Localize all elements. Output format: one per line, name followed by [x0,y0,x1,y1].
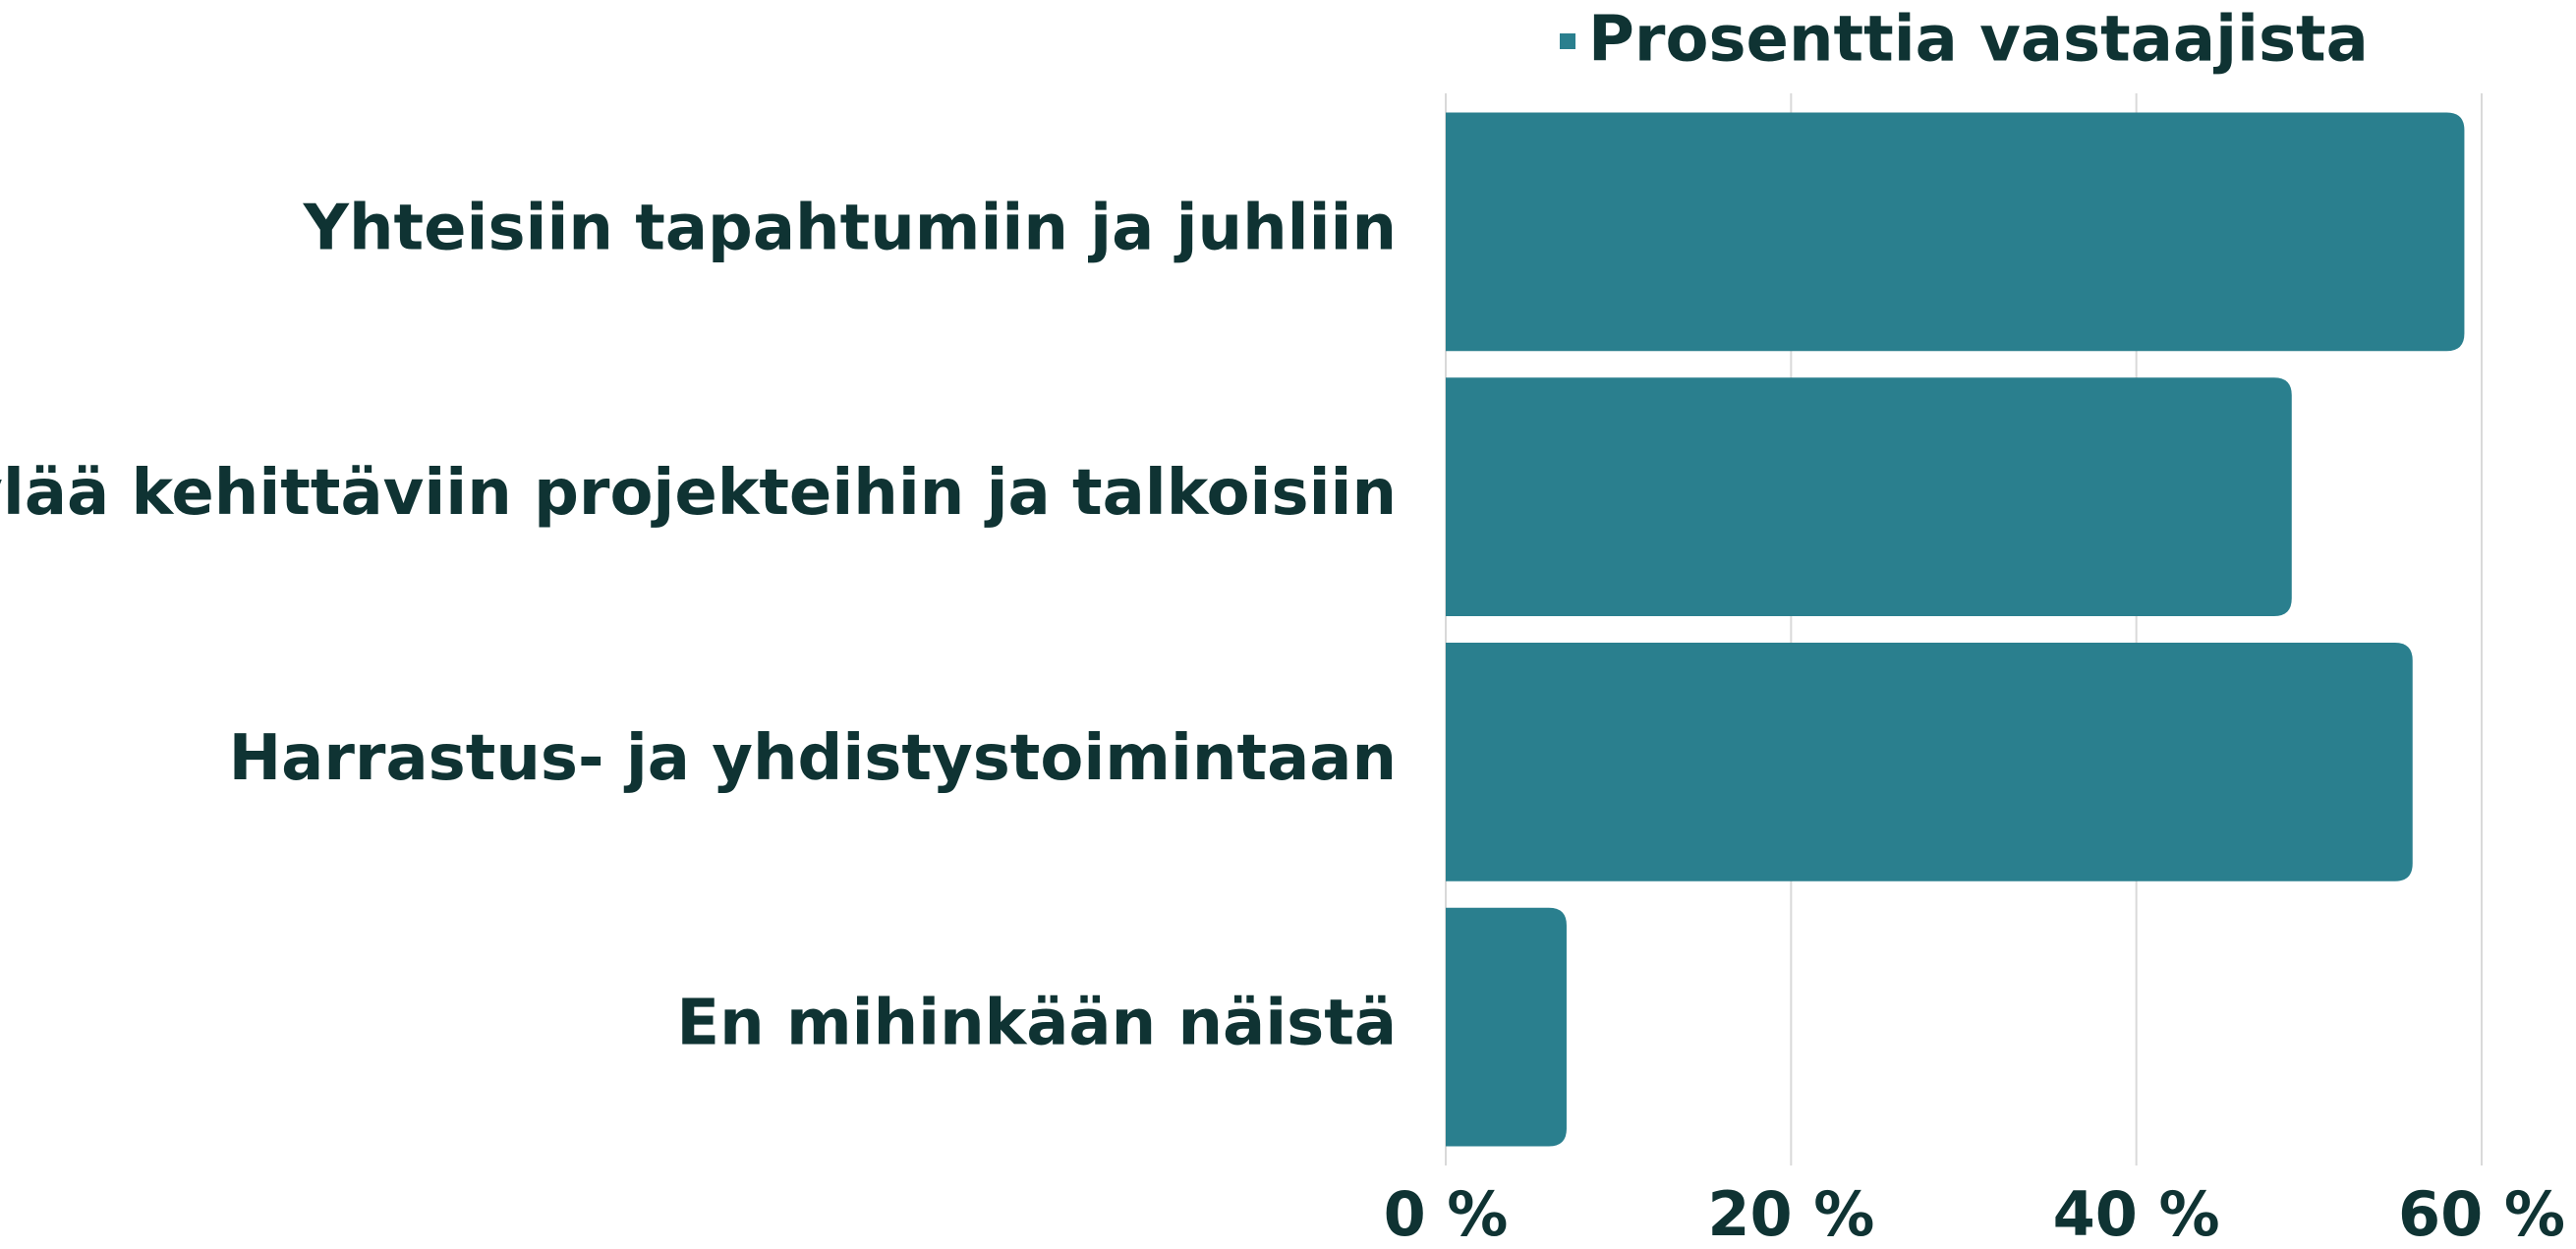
y-tick-label: Kylää kehittäviin projekteihin ja talkoi… [0,457,1397,530]
y-tick-label: Harrastus- ja yhdistystoimintaan [229,722,1397,795]
x-tick-label: 0 % [1384,1178,1509,1249]
bar [1446,112,2465,352]
bar [1446,377,2292,617]
legend-label: Prosenttia vastaajista [1588,4,2369,77]
x-tick-label: 40 % [2053,1178,2220,1249]
bar [1446,907,1567,1147]
x-tick-label: 60 % [2398,1178,2565,1249]
x-tick-label: 20 % [1707,1178,1874,1249]
y-tick-label: En mihinkään näistä [676,988,1397,1060]
legend-swatch [1560,33,1575,49]
y-tick-label: Yhteisiin tapahtumiin ja juhliin [303,192,1397,264]
bar [1446,642,2413,881]
